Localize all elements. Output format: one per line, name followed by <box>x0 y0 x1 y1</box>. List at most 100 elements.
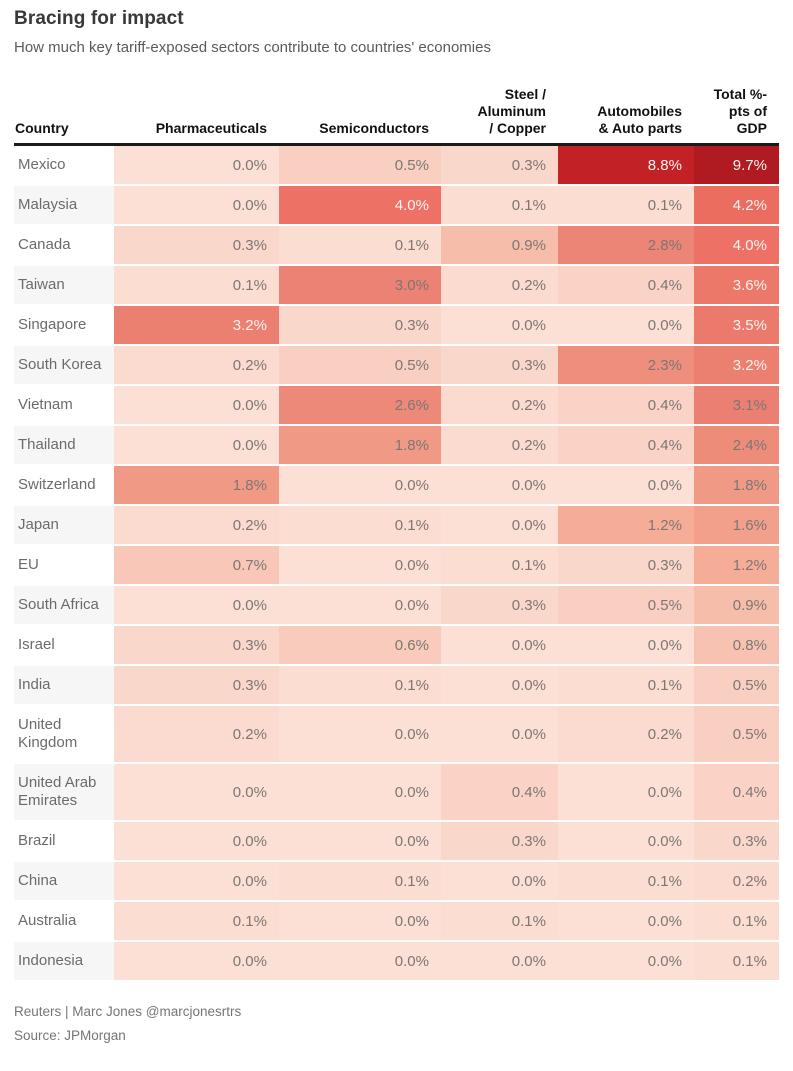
heatmap-cell: 0.5% <box>279 146 441 184</box>
heatmap-cell: 0.0% <box>279 902 441 940</box>
heatmap-cell: 3.0% <box>279 266 441 304</box>
heatmap-cell: 0.0% <box>441 862 558 900</box>
heatmap-cell: 0.1% <box>694 942 779 980</box>
heatmap-cell: 0.8% <box>694 626 779 664</box>
heatmap-cell: 0.3% <box>694 822 779 860</box>
table-row-south-korea: South Korea 0.2% 0.5% 0.3% 2.3% 3.2% <box>14 346 779 384</box>
heatmap-cell: 3.5% <box>694 306 779 344</box>
footer: Reuters | Marc Jones @marcjonesrtrs Sour… <box>14 1004 779 1043</box>
heatmap-cell: 4.0% <box>279 186 441 224</box>
heatmap-cell: 1.2% <box>558 506 694 544</box>
heatmap-cell: 0.1% <box>279 666 441 704</box>
country-label: EU <box>14 546 114 584</box>
heatmap-cell: 0.0% <box>558 902 694 940</box>
heatmap-cell: 0.0% <box>279 822 441 860</box>
table-row-brazil: Brazil 0.0% 0.0% 0.3% 0.0% 0.3% <box>14 822 779 860</box>
country-label: Japan <box>14 506 114 544</box>
country-label: United Kingdom <box>14 706 114 762</box>
heatmap-cell: 0.2% <box>114 506 279 544</box>
heatmap-cell: 0.1% <box>114 902 279 940</box>
heatmap-cell: 0.9% <box>694 586 779 624</box>
heatmap-cell: 0.1% <box>441 902 558 940</box>
heatmap-cell: 0.3% <box>558 546 694 584</box>
table-row-australia: Australia 0.1% 0.0% 0.1% 0.0% 0.1% <box>14 902 779 940</box>
country-label: Australia <box>14 902 114 940</box>
heatmap-cell: 0.0% <box>279 586 441 624</box>
table-row-malaysia: Malaysia 0.0% 4.0% 0.1% 0.1% 4.2% <box>14 186 779 224</box>
heatmap-cell: 0.1% <box>441 186 558 224</box>
heatmap-cell: 0.4% <box>558 266 694 304</box>
heatmap-cell: 0.0% <box>114 146 279 184</box>
page-subtitle: How much key tariff-exposed sectors cont… <box>14 39 491 56</box>
heatmap-cell: 0.0% <box>441 626 558 664</box>
column-header-pharmaceuticals: Pharmaceuticals <box>155 120 267 136</box>
heatmap-cell: 0.0% <box>441 706 558 762</box>
country-label: Vietnam <box>14 386 114 424</box>
table-row-switzerland: Switzerland 1.8% 0.0% 0.0% 0.0% 1.8% <box>14 466 779 504</box>
heatmap-cell: 0.2% <box>441 426 558 464</box>
heatmap-cell: 0.4% <box>441 764 558 820</box>
heatmap-cell: 0.0% <box>114 764 279 820</box>
table-row-china: China 0.0% 0.1% 0.0% 0.1% 0.2% <box>14 862 779 900</box>
heatmap-cell: 0.2% <box>558 706 694 762</box>
heatmap-cell: 0.0% <box>114 386 279 424</box>
table-row-united-kingdom: United Kingdom 0.2% 0.0% 0.0% 0.2% 0.5% <box>14 706 779 762</box>
heatmap-table: Country Pharmaceuticals Semiconductors Stee… <box>14 86 779 980</box>
table-row-thailand: Thailand 0.0% 1.8% 0.2% 0.4% 2.4% <box>14 426 779 464</box>
chart-page: Bracing for impact How much key tariff-e… <box>0 8 793 1043</box>
heatmap-cell: 0.4% <box>558 386 694 424</box>
heatmap-cell: 0.5% <box>558 586 694 624</box>
column-header-semiconductors: Semiconductors <box>319 120 429 136</box>
country-label: United Arab Emirates <box>14 764 114 820</box>
heatmap-cell: 2.6% <box>279 386 441 424</box>
heatmap-cell: 9.7% <box>694 146 779 184</box>
country-label: Malaysia <box>14 186 114 224</box>
country-label: Canada <box>14 226 114 264</box>
heatmap-cell: 0.0% <box>558 942 694 980</box>
heatmap-cell: 0.0% <box>441 466 558 504</box>
heatmap-cell: 3.2% <box>114 306 279 344</box>
heatmap-cell: 1.8% <box>114 466 279 504</box>
heatmap-cell: 0.3% <box>114 226 279 264</box>
table-row-united-arab-emirates: United Arab Emirates 0.0% 0.0% 0.4% 0.0% 0.4% <box>14 764 779 820</box>
heatmap-cell: 0.5% <box>279 346 441 384</box>
heatmap-cell: 0.0% <box>279 942 441 980</box>
table-row-japan: Japan 0.2% 0.1% 0.0% 1.2% 1.6% <box>14 506 779 544</box>
heatmap-cell: 0.1% <box>279 862 441 900</box>
table-row-mexico: Mexico 0.0% 0.5% 0.3% 8.8% 9.7% <box>14 146 779 184</box>
heatmap-cell: 0.4% <box>558 426 694 464</box>
country-label: India <box>14 666 114 704</box>
heatmap-cell: 0.2% <box>694 862 779 900</box>
heatmap-cell: 0.0% <box>279 706 441 762</box>
heatmap-cell: 0.0% <box>441 506 558 544</box>
heatmap-cell: 0.0% <box>114 586 279 624</box>
heatmap-cell: 0.2% <box>441 386 558 424</box>
country-label: Thailand <box>14 426 114 464</box>
heatmap-cell: 4.2% <box>694 186 779 224</box>
heatmap-cell: 3.1% <box>694 386 779 424</box>
table-row-singapore: Singapore 3.2% 0.3% 0.0% 0.0% 3.5% <box>14 306 779 344</box>
heatmap-cell: 0.3% <box>114 666 279 704</box>
country-label: Taiwan <box>14 266 114 304</box>
heatmap-cell: 0.0% <box>279 546 441 584</box>
heatmap-cell: 0.0% <box>558 626 694 664</box>
country-label: Switzerland <box>14 466 114 504</box>
heatmap-cell: 8.8% <box>558 146 694 184</box>
heatmap-cell: 0.0% <box>114 426 279 464</box>
country-label: South Korea <box>14 346 114 384</box>
heatmap-cell: 0.0% <box>279 764 441 820</box>
heatmap-cell: 0.0% <box>558 466 694 504</box>
heatmap-cell: 0.1% <box>558 862 694 900</box>
country-label: South Africa <box>14 586 114 624</box>
credit-line: Reuters | Marc Jones @marcjonesrtrs <box>14 1004 242 1019</box>
table-row-india: India 0.3% 0.1% 0.0% 0.1% 0.5% <box>14 666 779 704</box>
heatmap-cell: 1.2% <box>694 546 779 584</box>
heatmap-cell: 1.8% <box>279 426 441 464</box>
table-row-south-africa: South Africa 0.0% 0.0% 0.3% 0.5% 0.9% <box>14 586 779 624</box>
heatmap-cell: 0.3% <box>441 146 558 184</box>
column-header-automobiles-auto-parts: Automobiles & Auto parts <box>597 103 682 136</box>
column-header-steel-aluminum-copper: Steel / Aluminum / Copper <box>477 86 546 136</box>
heatmap-cell: 0.0% <box>114 942 279 980</box>
heatmap-cell: 0.3% <box>441 822 558 860</box>
country-label: Israel <box>14 626 114 664</box>
